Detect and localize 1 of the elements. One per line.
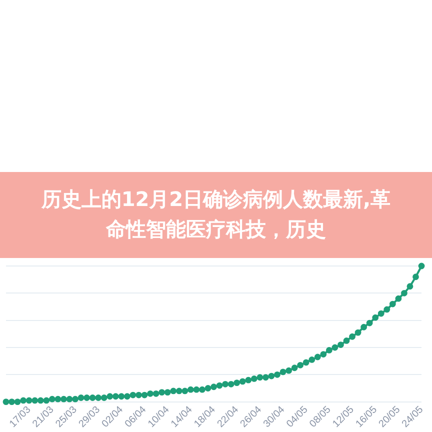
chart-title: 历史上的12月2日确诊病例人数最新,革命性智能医疗科技，历史	[0, 172, 432, 258]
